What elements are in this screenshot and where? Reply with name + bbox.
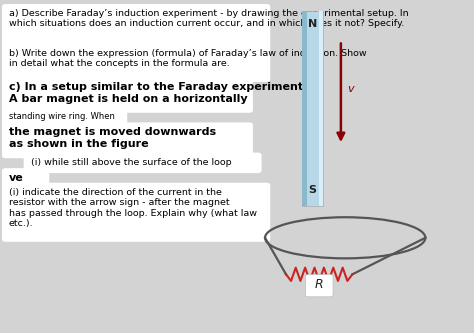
Text: b) Write down the expression (formula) of Faraday’s law of induction. Show
in de: b) Write down the expression (formula) o… [9, 49, 366, 68]
FancyBboxPatch shape [2, 44, 270, 82]
FancyBboxPatch shape [2, 4, 270, 49]
Text: (i) indicate the direction of the current in the
resistor with the arrow sign - : (i) indicate the direction of the curren… [9, 188, 257, 228]
FancyBboxPatch shape [2, 183, 270, 242]
FancyBboxPatch shape [2, 77, 253, 113]
FancyBboxPatch shape [2, 168, 49, 187]
Text: a) Describe Faraday’s induction experiment - by drawing the experimental setup. : a) Describe Faraday’s induction experime… [9, 9, 409, 28]
Text: v: v [347, 84, 354, 94]
Text: ve: ve [9, 173, 24, 183]
FancyBboxPatch shape [305, 275, 333, 297]
FancyBboxPatch shape [2, 123, 253, 158]
Text: (i) while still above the surface of the loop: (i) while still above the surface of the… [31, 158, 231, 166]
FancyBboxPatch shape [302, 11, 323, 206]
FancyBboxPatch shape [302, 11, 307, 206]
Text: S: S [309, 185, 317, 195]
Text: c) In a setup similar to the Faraday experiment
A bar magnet is held on a horizo: c) In a setup similar to the Faraday exp… [9, 82, 303, 104]
FancyBboxPatch shape [2, 107, 127, 127]
FancyBboxPatch shape [319, 11, 323, 206]
Text: standing wire ring. When: standing wire ring. When [9, 112, 115, 121]
Text: R: R [315, 278, 324, 291]
Text: N: N [308, 19, 317, 29]
FancyBboxPatch shape [24, 153, 262, 173]
Text: the magnet is moved downwards
as shown in the figure: the magnet is moved downwards as shown i… [9, 127, 216, 149]
